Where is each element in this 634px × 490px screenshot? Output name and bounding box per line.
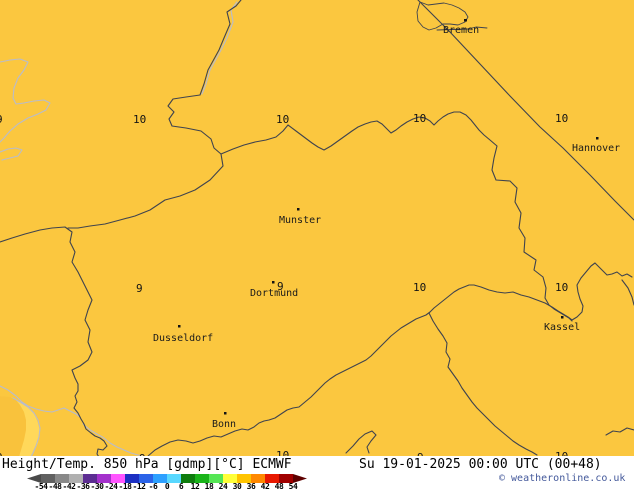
- map-background-fill: [0, 0, 634, 457]
- temp-value-label: 10: [133, 113, 146, 126]
- colorbar-ticks: -54 -48 -42 -36 -30 -24 -18 -12 -6 0 6 12 18 24 30 36 42…: [0, 482, 634, 490]
- city-label-bonn: Bonn: [212, 419, 236, 430]
- colorbar-tick-label: 30: [232, 482, 242, 490]
- city-marker-dusseldorf: [178, 325, 181, 328]
- country-border-path: [0, 226, 108, 457]
- temp-value-label: 10: [555, 281, 568, 294]
- colorbar-tick-label: -12: [132, 482, 146, 490]
- colorbar-segment: [167, 474, 181, 483]
- colorbar-segment: [195, 474, 209, 483]
- temp-value-label: 10: [276, 449, 289, 457]
- colorbar-tick-label: 24: [218, 482, 228, 490]
- city-label-kassel: Kassel: [544, 322, 580, 333]
- state-border-path: [428, 312, 538, 456]
- colorbar-segment: [181, 474, 195, 483]
- temp-band-patch-dark: [0, 396, 26, 457]
- temp-value-label: 9: [0, 113, 3, 126]
- colorbar-tick-label: -18: [118, 482, 132, 490]
- temp-value-label: 10: [413, 112, 426, 125]
- colorbar-tick-label: -30: [90, 482, 104, 490]
- state-border-path: [147, 262, 633, 457]
- colorbar-tick-label: -6: [148, 482, 158, 490]
- temperature-color-scale: [27, 474, 307, 483]
- colorbar-segment: [125, 474, 139, 483]
- border-segment: [605, 427, 634, 436]
- weather-map: Bremen Hannover Munster Dortmund Dusseld…: [0, 0, 634, 457]
- city-marker-kassel: [561, 316, 564, 319]
- diagonal-border-line: [417, 0, 634, 221]
- colorbar-right-arrow: [293, 474, 307, 483]
- footer: Height/Temp. 850 hPa [gdmp][°C] ECMWF Su…: [0, 456, 634, 490]
- colorbar-tick-label: 36: [246, 482, 256, 490]
- temp-value-label: 9: [0, 451, 3, 457]
- colorbar-segment: [97, 474, 111, 483]
- colorbar-segment: [83, 474, 97, 483]
- colorbar-segment: [111, 474, 125, 483]
- border-segment: [345, 430, 377, 454]
- river-path: [0, 385, 81, 418]
- colorbar-segment: [265, 474, 279, 483]
- valid-time-label: Su 19-01-2025 00:00 UTC (00+48): [359, 457, 602, 472]
- temp-value-label: 9: [417, 451, 424, 457]
- colorbar-segments: [41, 474, 293, 483]
- colorbar-tick-label: 18: [204, 482, 214, 490]
- bremen-border-segment: [436, 26, 488, 31]
- temp-value-label: 10: [276, 113, 289, 126]
- colorbar-tick-label: 0: [164, 482, 170, 490]
- colorbar-segment: [237, 474, 251, 483]
- colorbar-segment: [209, 474, 223, 483]
- city-marker-hannover: [596, 137, 599, 140]
- river-path: [201, 1, 238, 95]
- colorbar-tick-label: 12: [190, 482, 200, 490]
- colorbar-segment: [55, 474, 69, 483]
- colorbar-tick-label: 6: [178, 482, 184, 490]
- bremen-state-outline: [416, 1, 469, 31]
- colorbar-segment: [279, 474, 293, 483]
- temp-value-label: 9: [277, 280, 284, 293]
- temp-value-label: 9: [136, 282, 143, 295]
- state-border-path: [220, 111, 573, 322]
- colorbar-tick-label: -42: [62, 482, 76, 490]
- city-label-hannover: Hannover: [572, 143, 620, 154]
- copyright-label: © weatheronline.co.uk: [499, 473, 626, 484]
- city-label-dusseldorf: Dusseldorf: [153, 333, 213, 344]
- colorbar-segment: [153, 474, 167, 483]
- colorbar-segment: [251, 474, 265, 483]
- colorbar-segment: [223, 474, 237, 483]
- coastline-path: [0, 147, 23, 161]
- city-label-dortmund: Dortmund: [250, 288, 298, 299]
- city-marker-bonn: [224, 412, 227, 415]
- chart-title: Height/Temp. 850 hPa [gdmp][°C] ECMWF: [2, 457, 292, 472]
- colorbar-tick-label: -48: [48, 482, 62, 490]
- border-segment: [621, 279, 634, 306]
- colorbar-segment: [41, 474, 55, 483]
- coastline-path: [0, 58, 51, 143]
- colorbar-tick-label: -36: [76, 482, 90, 490]
- river-path: [82, 423, 147, 457]
- city-marker-bremen: [464, 19, 467, 22]
- colorbar-tick-label: 54: [288, 482, 298, 490]
- country-border-path: [67, 0, 242, 229]
- city-label-munster: Munster: [279, 215, 321, 226]
- temp-value-label: 10: [555, 112, 568, 125]
- city-marker-munster: [297, 208, 300, 211]
- river-path: [12, 397, 41, 457]
- city-marker-dortmund: [272, 281, 275, 284]
- city-label-bremen: Bremen: [443, 25, 479, 36]
- colorbar-tick-label: 42: [260, 482, 270, 490]
- colorbar-left-arrow: [27, 474, 41, 483]
- temp-value-label: 10: [413, 281, 426, 294]
- colorbar-tick-label: 48: [274, 482, 284, 490]
- colorbar-tick-label: -24: [104, 482, 118, 490]
- colorbar-tick-label: -54: [34, 482, 48, 490]
- temp-value-label: 9: [139, 452, 146, 457]
- colorbar-segment: [69, 474, 83, 483]
- temp-value-label: 10: [555, 450, 568, 457]
- colorbar-segment: [139, 474, 153, 483]
